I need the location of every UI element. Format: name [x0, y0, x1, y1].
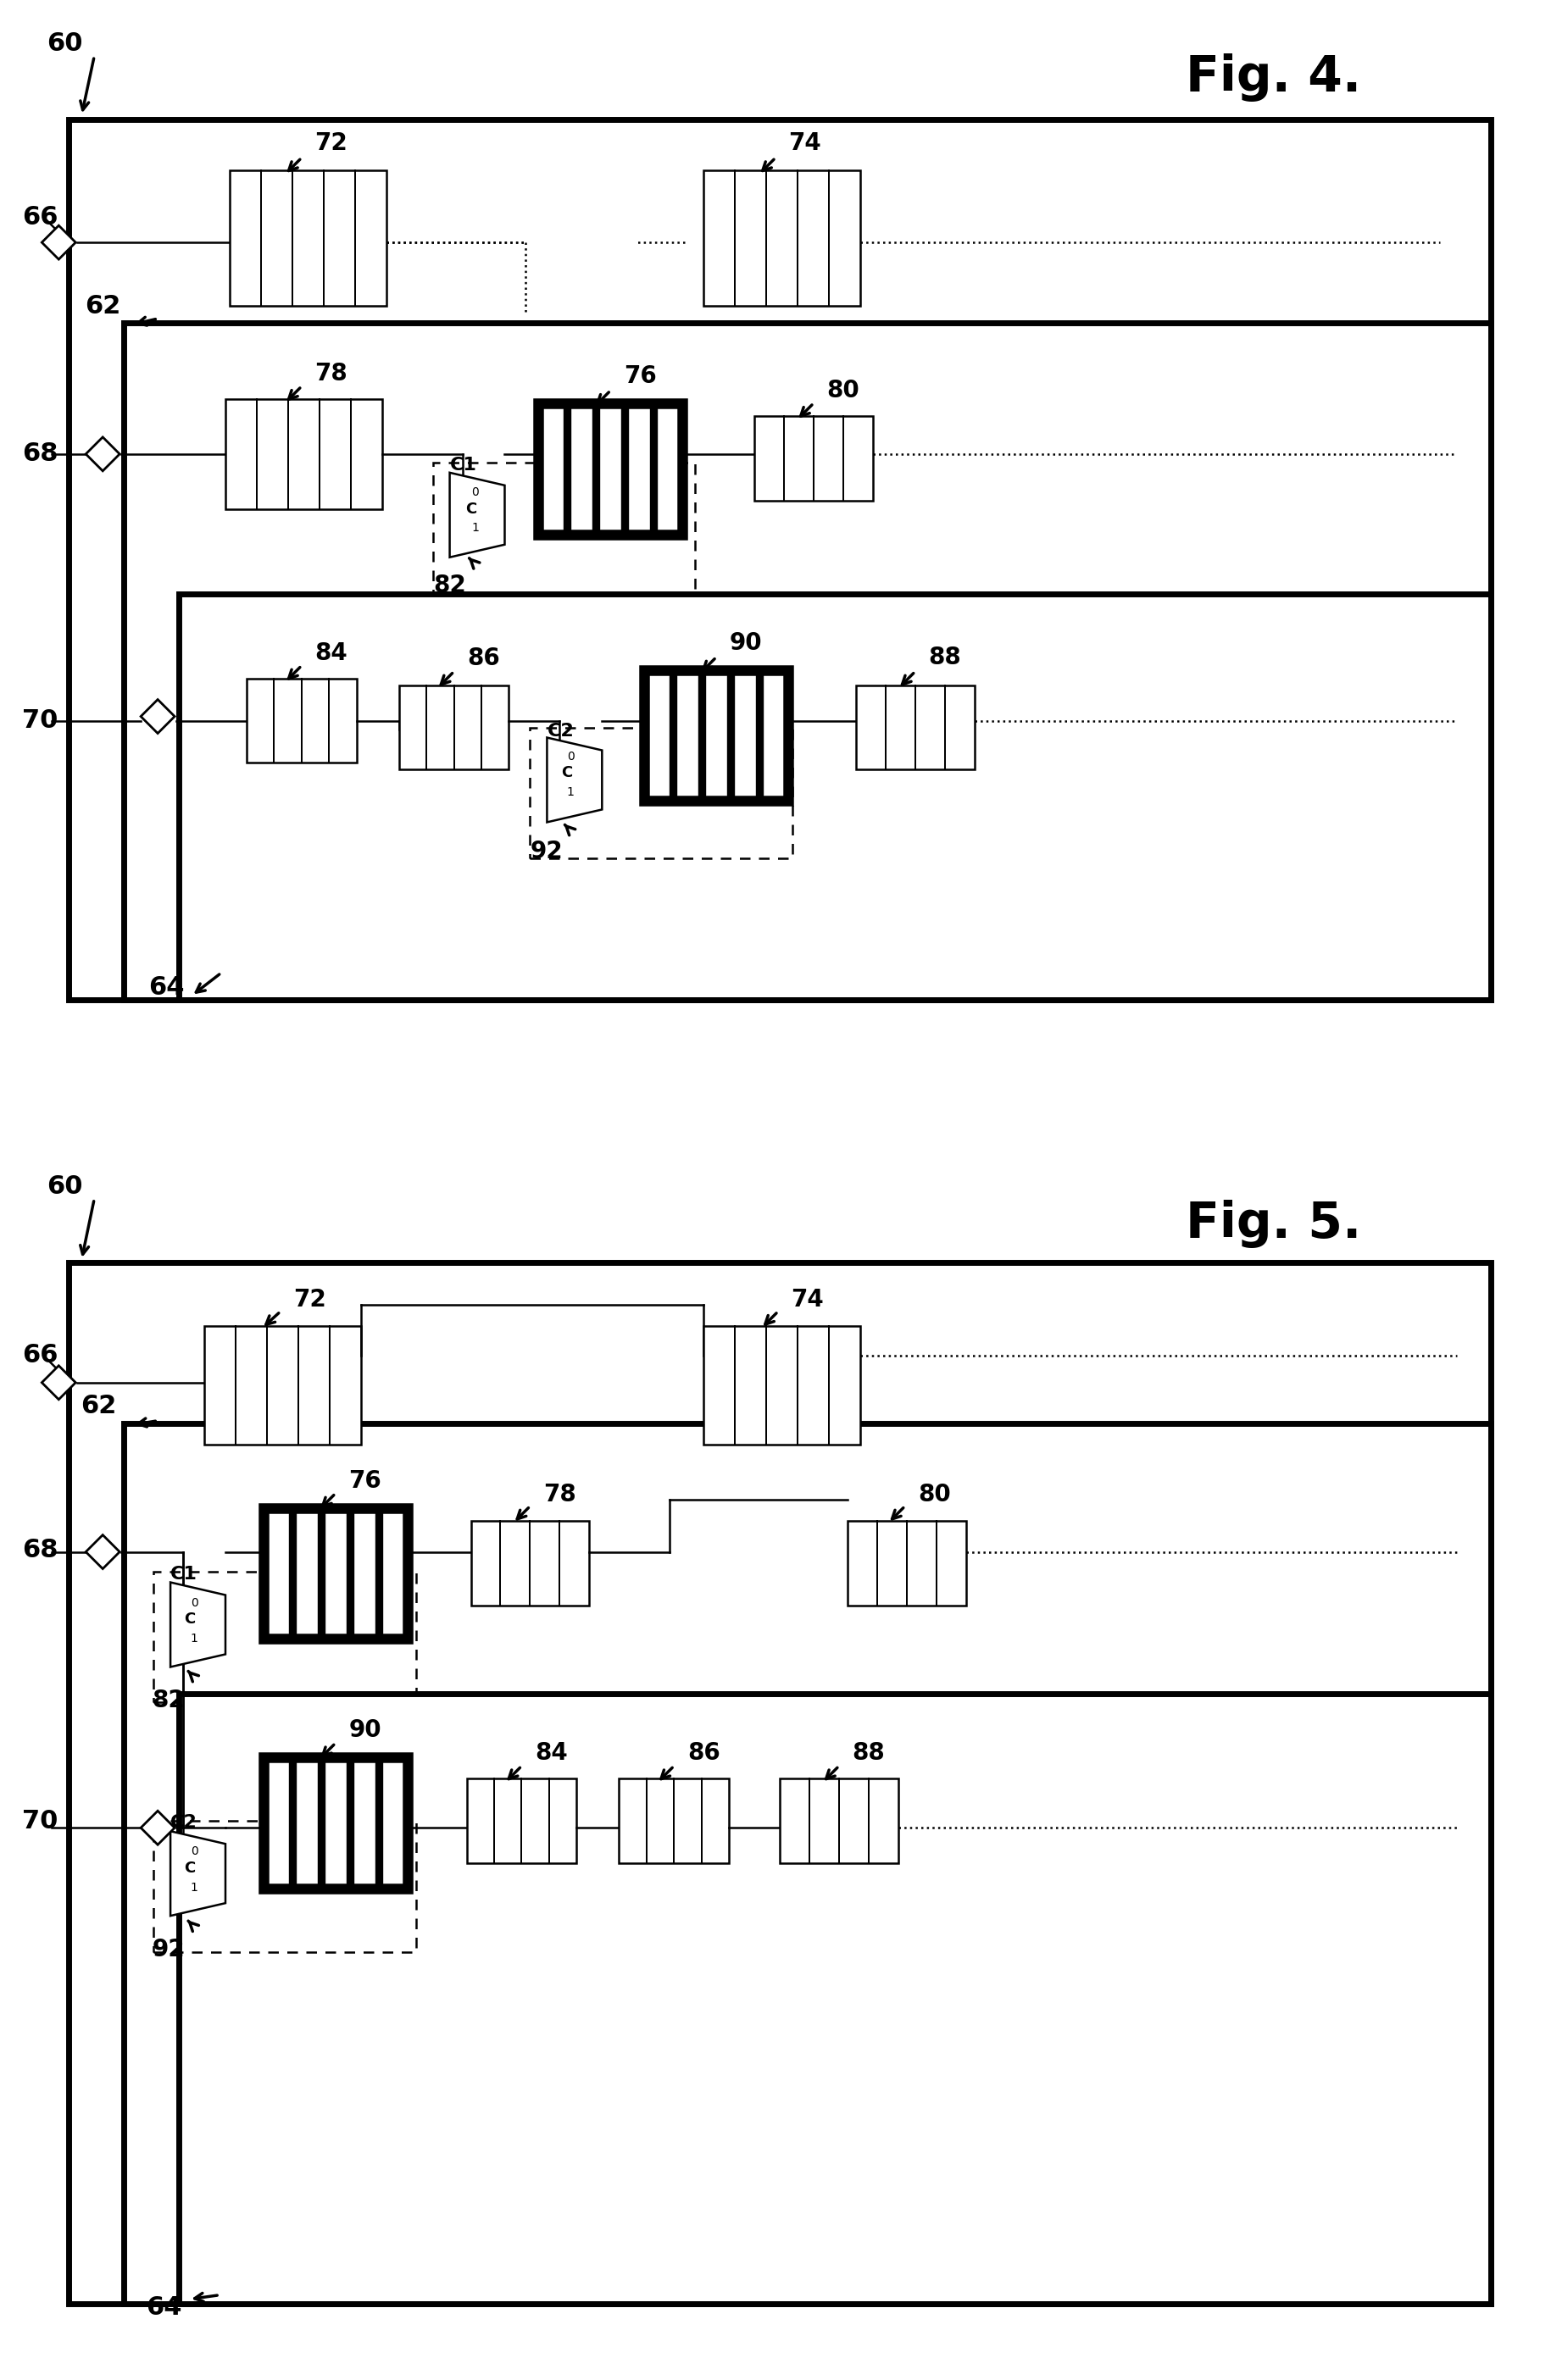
Text: 60: 60: [47, 31, 82, 55]
Text: 86: 86: [687, 1742, 720, 1766]
Text: 82: 82: [152, 1690, 185, 1714]
Text: 0: 0: [472, 486, 479, 497]
Polygon shape: [141, 700, 175, 733]
Polygon shape: [548, 738, 602, 821]
Text: 72: 72: [315, 131, 347, 155]
Bar: [124, 1423, 1491, 2304]
Bar: [467, 1778, 577, 1864]
Polygon shape: [171, 1830, 225, 1916]
Bar: [704, 171, 861, 307]
Bar: [225, 400, 382, 509]
Text: 88: 88: [851, 1742, 886, 1766]
Bar: [178, 593, 1491, 1000]
Bar: [644, 669, 788, 802]
Bar: [264, 1756, 408, 1890]
Text: 1: 1: [191, 1633, 199, 1645]
Text: C2: C2: [548, 724, 574, 740]
Text: C: C: [561, 766, 572, 781]
Text: 1: 1: [472, 521, 479, 533]
Text: 60: 60: [47, 1173, 82, 1200]
Text: 80: 80: [827, 378, 859, 402]
Text: C1: C1: [171, 1566, 197, 1583]
Polygon shape: [42, 1366, 76, 1399]
Text: 0: 0: [568, 750, 574, 762]
Text: Fig. 4.: Fig. 4.: [1187, 52, 1362, 102]
Bar: [780, 1778, 898, 1864]
Text: 1: 1: [191, 1883, 199, 1894]
Bar: [124, 324, 1491, 1000]
Text: 78: 78: [543, 1483, 575, 1507]
Text: C2: C2: [171, 1814, 197, 1830]
Text: 70: 70: [22, 709, 59, 733]
Text: 62: 62: [81, 1395, 116, 1418]
Polygon shape: [141, 1811, 175, 1844]
Polygon shape: [450, 474, 504, 557]
Text: Fig. 5.: Fig. 5.: [1187, 1200, 1362, 1250]
Text: 0: 0: [191, 1597, 199, 1609]
Text: 0: 0: [191, 1844, 199, 1856]
Text: 72: 72: [293, 1288, 326, 1311]
Text: 64: 64: [146, 2294, 181, 2320]
Text: 74: 74: [789, 131, 822, 155]
Text: 66: 66: [22, 205, 59, 228]
Text: 90: 90: [349, 1718, 382, 1742]
Text: C: C: [185, 1861, 195, 1875]
Text: 76: 76: [624, 364, 656, 388]
Text: 70: 70: [22, 1809, 59, 1833]
Text: 66: 66: [22, 1342, 59, 1368]
Bar: [538, 402, 682, 536]
Text: 64: 64: [149, 976, 185, 1000]
Polygon shape: [85, 1535, 119, 1568]
Text: 82: 82: [433, 574, 467, 597]
Text: 62: 62: [85, 293, 121, 319]
Bar: [154, 1821, 416, 1952]
Bar: [619, 1778, 729, 1864]
Text: 84: 84: [315, 640, 347, 664]
Bar: [472, 1521, 589, 1604]
Bar: [530, 728, 793, 859]
Polygon shape: [42, 226, 76, 259]
Bar: [433, 462, 695, 593]
Bar: [68, 119, 1491, 1000]
Text: C: C: [465, 502, 476, 516]
Text: 86: 86: [467, 645, 499, 669]
Bar: [205, 1326, 361, 1445]
Bar: [68, 1261, 1491, 2304]
Polygon shape: [171, 1583, 225, 1666]
Bar: [264, 1509, 408, 1640]
Bar: [230, 171, 386, 307]
Text: 80: 80: [918, 1483, 951, 1507]
Text: 74: 74: [791, 1288, 824, 1311]
Polygon shape: [85, 438, 119, 471]
Text: 1: 1: [568, 788, 574, 800]
Bar: [399, 685, 509, 769]
Bar: [154, 1571, 416, 1702]
Text: 92: 92: [530, 840, 563, 864]
Text: 76: 76: [349, 1468, 382, 1492]
Text: C1: C1: [450, 457, 476, 474]
Text: 78: 78: [315, 362, 347, 386]
Text: 90: 90: [729, 631, 762, 654]
Bar: [704, 1326, 861, 1445]
Bar: [247, 678, 357, 764]
Bar: [754, 416, 873, 500]
Text: 68: 68: [22, 1537, 59, 1561]
Text: 92: 92: [152, 1937, 185, 1961]
Text: 84: 84: [535, 1742, 568, 1766]
Bar: [847, 1521, 966, 1604]
Text: 88: 88: [929, 645, 962, 669]
Bar: [856, 685, 974, 769]
Bar: [178, 1695, 1491, 2304]
Text: C: C: [185, 1611, 195, 1628]
Text: 68: 68: [22, 443, 59, 466]
